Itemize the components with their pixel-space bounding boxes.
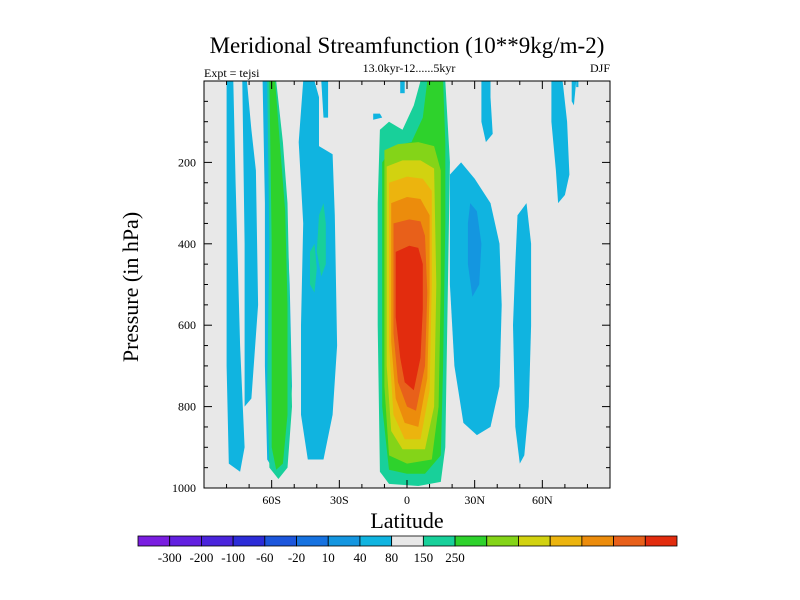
x-axis: 60S 30S 0 30N 60N bbox=[203, 81, 611, 507]
y-axis-label: Pressure (in hPa) bbox=[118, 212, 143, 362]
colorbar-label: 40 bbox=[353, 550, 366, 565]
colorbar-swatch bbox=[454, 535, 488, 547]
colorbar-label: 10 bbox=[322, 550, 335, 565]
colorbar-label: 250 bbox=[445, 550, 465, 565]
x-tick-label: 60S bbox=[262, 493, 281, 507]
colorbar bbox=[137, 535, 678, 547]
colorbar-label: -60 bbox=[256, 550, 273, 565]
colorbar-swatch bbox=[581, 535, 614, 547]
y-axis: 200 400 600 800 1000 bbox=[172, 80, 610, 495]
colorbar-swatch bbox=[359, 535, 393, 547]
chart-title: Meridional Streamfunction (10**9kg/m-2) bbox=[210, 33, 605, 58]
x-tick-label: 30N bbox=[464, 493, 485, 507]
colorbar-swatch bbox=[296, 535, 329, 547]
y-tick-label: 200 bbox=[178, 155, 196, 169]
contour-regions bbox=[226, 81, 579, 486]
colorbar-labels: -300 -200 -100 -60 -20 10 40 80 150 250 bbox=[158, 550, 465, 565]
contour-region-0 bbox=[226, 81, 245, 472]
contour-region-18 bbox=[467, 203, 482, 297]
colorbar-swatch bbox=[613, 535, 646, 547]
contour-region-20 bbox=[551, 81, 570, 204]
y-tick-label: 600 bbox=[178, 318, 196, 332]
contour-region-16 bbox=[395, 245, 423, 391]
contour-region-25 bbox=[310, 243, 317, 293]
contour-region-6 bbox=[321, 81, 329, 118]
colorbar-label: -100 bbox=[221, 550, 245, 565]
y-tick-label: 1000 bbox=[172, 481, 196, 495]
contour-region-21 bbox=[481, 81, 493, 143]
colorbar-swatch bbox=[264, 535, 297, 547]
colorbar-label: 150 bbox=[414, 550, 434, 565]
colorbar-swatch bbox=[169, 535, 202, 547]
experiment-label: Expt = tejsi bbox=[204, 66, 260, 80]
colorbar-label: -300 bbox=[158, 550, 182, 565]
colorbar-swatch bbox=[486, 535, 519, 547]
colorbar-label: -20 bbox=[288, 550, 305, 565]
colorbar-swatch bbox=[137, 535, 171, 547]
contour-region-5 bbox=[298, 81, 338, 460]
contour-region-8 bbox=[373, 113, 383, 120]
y-tick-label: 400 bbox=[178, 237, 196, 251]
colorbar-label: -200 bbox=[189, 550, 213, 565]
x-tick-label: 30S bbox=[330, 493, 349, 507]
colorbar-swatch bbox=[422, 535, 456, 547]
colorbar-swatch bbox=[232, 535, 266, 547]
season-label: DJF bbox=[590, 61, 610, 75]
colorbar-swatch bbox=[391, 535, 424, 547]
contour-region-24 bbox=[316, 203, 326, 277]
contour-region-22 bbox=[571, 81, 577, 106]
x-axis-label: Latitude bbox=[370, 508, 443, 533]
colorbar-swatch bbox=[644, 535, 678, 547]
contour-region-4 bbox=[269, 81, 288, 470]
contour-region-19 bbox=[513, 203, 532, 464]
x-tick-label: 0 bbox=[404, 493, 410, 507]
colorbar-label: 80 bbox=[385, 550, 398, 565]
contour-region-17 bbox=[449, 162, 502, 436]
colorbar-swatch bbox=[327, 535, 361, 547]
time-range-label: 13.0kyr-12......5kyr bbox=[363, 61, 456, 75]
contour-region-7 bbox=[400, 81, 405, 94]
colorbar-swatch bbox=[549, 535, 583, 547]
colorbar-swatch bbox=[201, 535, 234, 547]
contour-region-1 bbox=[242, 81, 259, 407]
contour-region-23 bbox=[576, 81, 579, 88]
x-tick-label: 60N bbox=[532, 493, 553, 507]
y-tick-label: 800 bbox=[178, 400, 196, 414]
colorbar-swatch bbox=[518, 535, 551, 547]
